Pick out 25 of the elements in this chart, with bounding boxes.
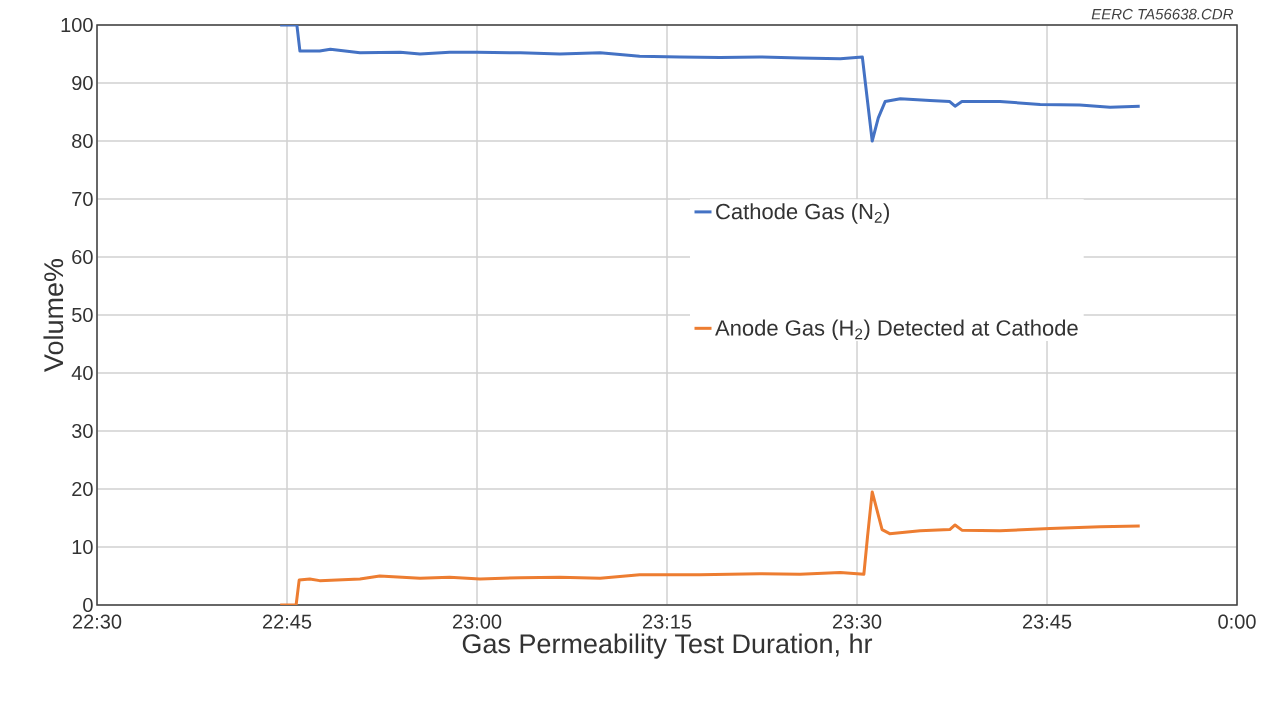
y-tick-label: 70: [72, 191, 93, 207]
y-tick-label: 10: [72, 539, 93, 555]
y-tick-label: 40: [71, 365, 93, 381]
x-tick-label: 22:45: [262, 614, 312, 629]
line-series: [278, 24, 1142, 143]
x-tick-label: 23:30: [832, 614, 882, 629]
y-axis-title: Volume%: [43, 258, 64, 372]
y-tick-label: 60: [72, 249, 93, 265]
y-tick-label: 30: [72, 423, 93, 439]
text: EERC TA56638.CDR: [1091, 8, 1234, 20]
y-tick-label: 80: [72, 133, 93, 149]
legend-label: Anode Gas (H$_{2}$) Detected at Cathode: [715, 319, 1078, 341]
y-tick-label: 100: [61, 17, 93, 33]
line-series: [278, 490, 1142, 605]
y-tick-label: 90: [72, 75, 93, 91]
x-tick-label: 23:00: [452, 614, 502, 629]
y-tick-label: 0: [83, 597, 93, 613]
x-tick-label: 22:30: [72, 614, 122, 629]
legend-label: Cathode Gas (N$_{2}$): [716, 203, 889, 224]
y-tick-label: 20: [72, 481, 93, 497]
x-tick-label: 0:00: [1218, 614, 1256, 629]
x-tick-label: 23:15: [642, 614, 692, 629]
y-tick-label: 50: [72, 307, 93, 323]
x-axis-title: Gas Permeability Test Duration, hr: [462, 633, 873, 659]
x-tick-label: 23:45: [1022, 614, 1072, 629]
